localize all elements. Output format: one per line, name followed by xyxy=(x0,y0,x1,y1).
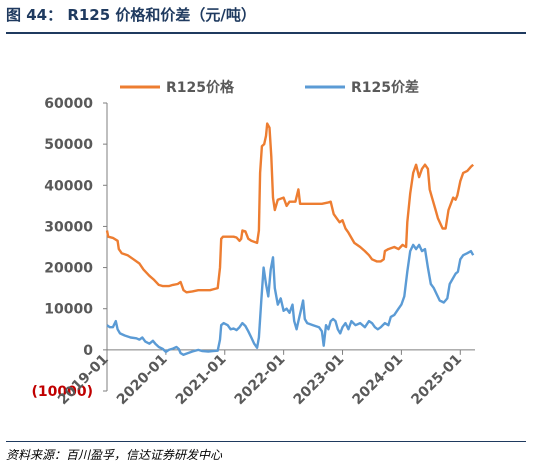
y-tick-label: 40000 xyxy=(44,178,93,194)
y-tick-label: 0 xyxy=(83,343,93,359)
chart-axes: 60000 50000 40000 30000 20000 10000 0 (10000) 20… xyxy=(31,96,475,408)
source-note: 资料来源：百川盈孚，信达证券研发中心 xyxy=(6,448,223,462)
source-divider xyxy=(6,441,526,442)
x-tick-label: 2024-01 xyxy=(349,351,406,408)
line-chart: 60000 50000 40000 30000 20000 10000 0 (10000) 20… xyxy=(31,79,475,408)
x-tick-label: 2020-01 xyxy=(114,351,171,408)
y-tick-label: 50000 xyxy=(44,137,93,153)
legend-label: R125价差 xyxy=(351,79,419,96)
x-tick-label: 2022-01 xyxy=(232,351,289,408)
y-tick-label: 60000 xyxy=(44,96,93,112)
x-tick-label: 2023-01 xyxy=(291,351,348,408)
y-tick-label: (10000) xyxy=(31,384,93,400)
legend-label: R125价格 xyxy=(166,79,235,96)
x-tick-label: 2021-01 xyxy=(173,351,230,408)
x-tick-label: 2025-01 xyxy=(408,351,465,408)
series-line-price xyxy=(105,122,475,294)
y-tick-label: 10000 xyxy=(44,302,93,318)
y-tick-label: 30000 xyxy=(44,219,93,235)
y-tick-label: 20000 xyxy=(44,261,93,277)
series-layer xyxy=(105,122,475,356)
legend: R125价格 R125价差 xyxy=(120,79,419,96)
figure-title: 图 44： R125 价格和价差（元/吨） xyxy=(6,6,256,24)
title-divider xyxy=(6,32,526,34)
series-line-spread xyxy=(106,243,475,356)
